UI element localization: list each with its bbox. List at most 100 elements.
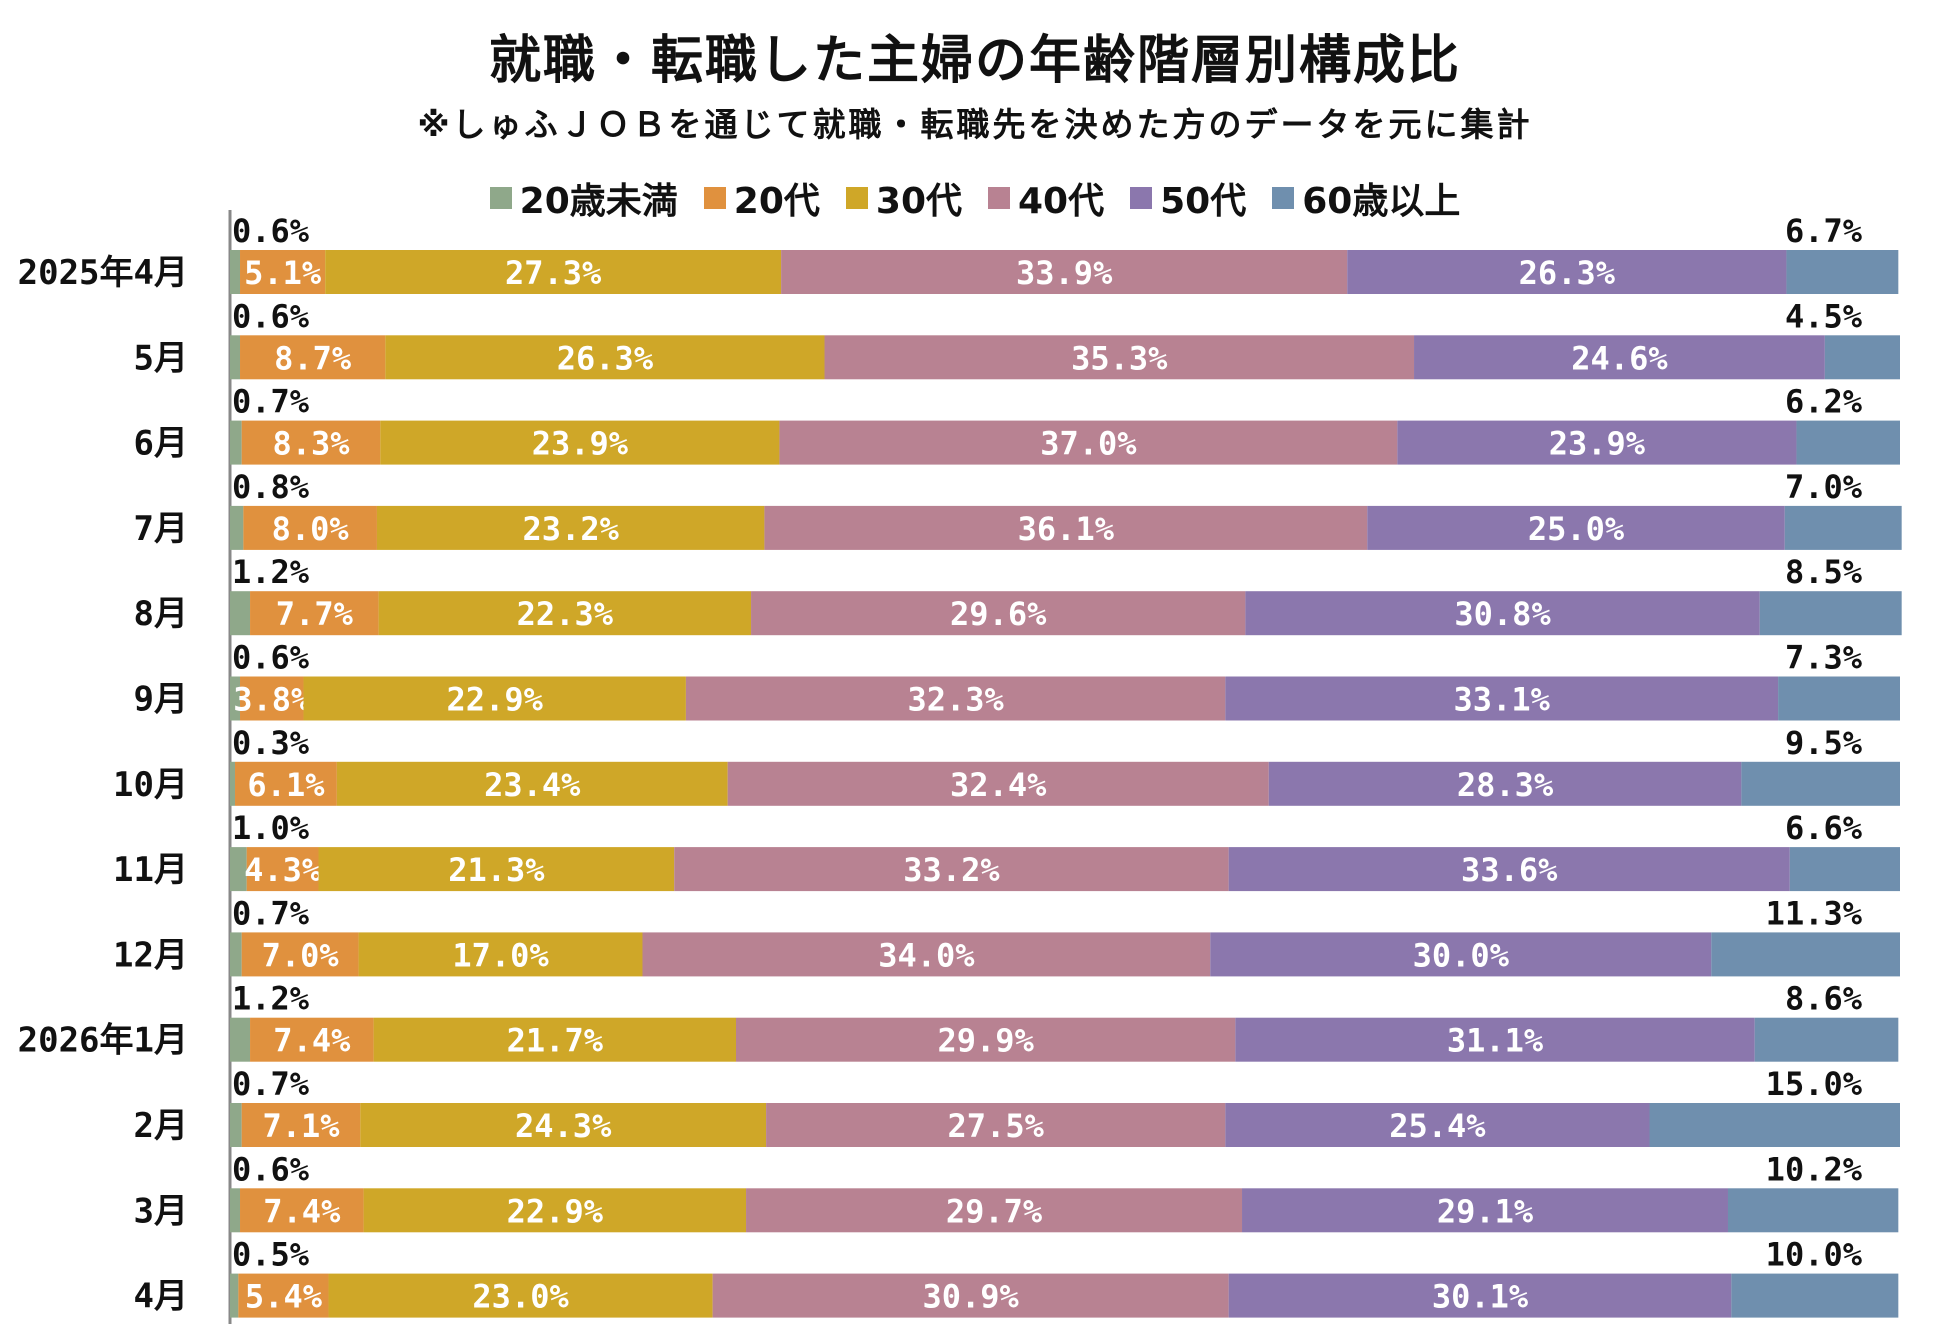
data-label: 7.1%: [262, 1107, 340, 1145]
legend-label: 20歳未満: [519, 181, 678, 222]
bar-segment: [1778, 676, 1900, 721]
legend: 20歳未満 20代 30代 40代 50代 60歳以上: [0, 172, 1950, 224]
bar-segment: [642, 932, 1211, 977]
bar-segment: [240, 335, 386, 380]
data-label: 37.0%: [1040, 425, 1137, 463]
bar-segment: [246, 847, 319, 892]
bar-segment: [1228, 1273, 1732, 1318]
data-label: 23.2%: [523, 510, 620, 548]
data-label: 32.3%: [907, 681, 1004, 719]
data-label: 8.0%: [272, 510, 350, 548]
data-label-outside: 0.7%: [232, 894, 310, 932]
data-label: 28.3%: [1457, 766, 1554, 804]
legend-swatch: [703, 187, 726, 209]
data-label: 30.1%: [1432, 1278, 1529, 1316]
legend-swatch: [1130, 187, 1153, 209]
category-label: 2月: [134, 1106, 188, 1146]
bar-segment: [360, 1103, 767, 1147]
category-label: 12月: [113, 935, 188, 975]
bar-segment: [235, 761, 337, 806]
data-label: 6.1%: [247, 766, 325, 804]
data-label-outside: 0.6%: [232, 639, 310, 677]
bar-segment: [1754, 1017, 1899, 1062]
bar-segment: [318, 847, 675, 892]
data-label: 21.7%: [507, 1022, 604, 1060]
data-label-outside: 1.0%: [232, 809, 310, 847]
data-label-outside: 0.8%: [232, 468, 310, 506]
data-label: 21.3%: [448, 851, 545, 889]
bar-segment: [250, 591, 379, 636]
bar-segment: [336, 761, 728, 806]
chart-subtitle: ※しゅふＪＯＢを通じて就職・転職先を決めた方のデータを元に集計: [417, 105, 1533, 144]
data-label: 7.4%: [263, 1192, 341, 1230]
bar-segment: [385, 335, 825, 380]
data-label: 23.4%: [484, 766, 581, 804]
data-label-outside: 0.6%: [232, 1150, 310, 1188]
category-label: 11月: [113, 850, 188, 890]
data-label-outside: 8.5%: [1785, 553, 1863, 591]
bar-segment: [1731, 1273, 1899, 1318]
bar-segment: [378, 591, 752, 636]
data-label: 24.3%: [515, 1107, 612, 1145]
legend-item-0: 20歳未満: [489, 172, 678, 224]
data-label: 7.4%: [273, 1022, 351, 1060]
data-label-outside: 0.6%: [232, 297, 310, 335]
legend-label: 30代: [875, 181, 962, 222]
bar-segment: [241, 932, 359, 977]
data-label-outside: 6.6%: [1785, 809, 1863, 847]
data-label-outside: 7.0%: [1785, 468, 1863, 506]
data-label-outside: 8.6%: [1785, 980, 1863, 1018]
bar-segment: [230, 335, 241, 380]
data-label: 31.1%: [1447, 1022, 1544, 1060]
bar-segment: [230, 591, 251, 636]
data-label-outside: 0.7%: [232, 1065, 310, 1103]
bar-segment: [1367, 505, 1785, 550]
bar-segment: [1727, 1188, 1899, 1233]
data-label: 27.3%: [505, 254, 602, 292]
bar-segment: [238, 1273, 329, 1318]
legend-swatch: [845, 187, 868, 209]
legend-item-4: 50代: [1130, 172, 1246, 224]
data-label: 24.6%: [1571, 339, 1668, 377]
data-label-outside: 11.3%: [1766, 894, 1863, 932]
bar-segment: [1786, 250, 1899, 294]
category-label: 3月: [134, 1191, 188, 1231]
category-label: 2026年1月: [18, 1021, 188, 1061]
data-label: 8.7%: [274, 339, 352, 377]
data-label: 34.0%: [878, 936, 975, 974]
bar-segment: [363, 1188, 747, 1233]
data-label: 7.7%: [276, 595, 354, 633]
legend-label: 50代: [1160, 181, 1247, 222]
data-label: 22.3%: [517, 595, 614, 633]
legend-swatch: [1272, 187, 1295, 209]
bar-segment: [1796, 420, 1900, 465]
category-label: 9月: [134, 680, 188, 720]
data-label-outside: 0.5%: [232, 1236, 310, 1274]
bar-segment: [1824, 335, 1900, 380]
data-label: 26.3%: [1519, 254, 1616, 292]
bar-segment: [781, 250, 1348, 294]
data-label: 32.4%: [950, 766, 1047, 804]
bar-segment: [1784, 505, 1902, 550]
data-label: 23.9%: [1549, 425, 1646, 463]
data-label-outside: 0.6%: [232, 212, 310, 250]
bar-segment: [373, 1017, 737, 1062]
bar-segment: [824, 335, 1415, 380]
bar-segment: [764, 505, 1368, 550]
bar-segment: [358, 932, 643, 977]
bar-segment: [727, 761, 1269, 806]
bar-segment: [1268, 761, 1742, 806]
bar-segment: [230, 505, 244, 550]
data-label-outside: 0.3%: [232, 724, 310, 762]
bar-segment: [1759, 591, 1902, 636]
bar-segment: [751, 591, 1246, 636]
data-label-outside: 1.2%: [232, 980, 310, 1018]
data-label: 30.0%: [1413, 936, 1510, 974]
bar-segment: [746, 1188, 1243, 1233]
bar-segment: [1347, 250, 1787, 294]
bar-segment: [1228, 847, 1790, 892]
bar-segment: [685, 676, 1226, 721]
legend-item-3: 40代: [988, 172, 1104, 224]
bar-segment: [241, 420, 381, 465]
data-label-outside: 1.2%: [232, 553, 310, 591]
